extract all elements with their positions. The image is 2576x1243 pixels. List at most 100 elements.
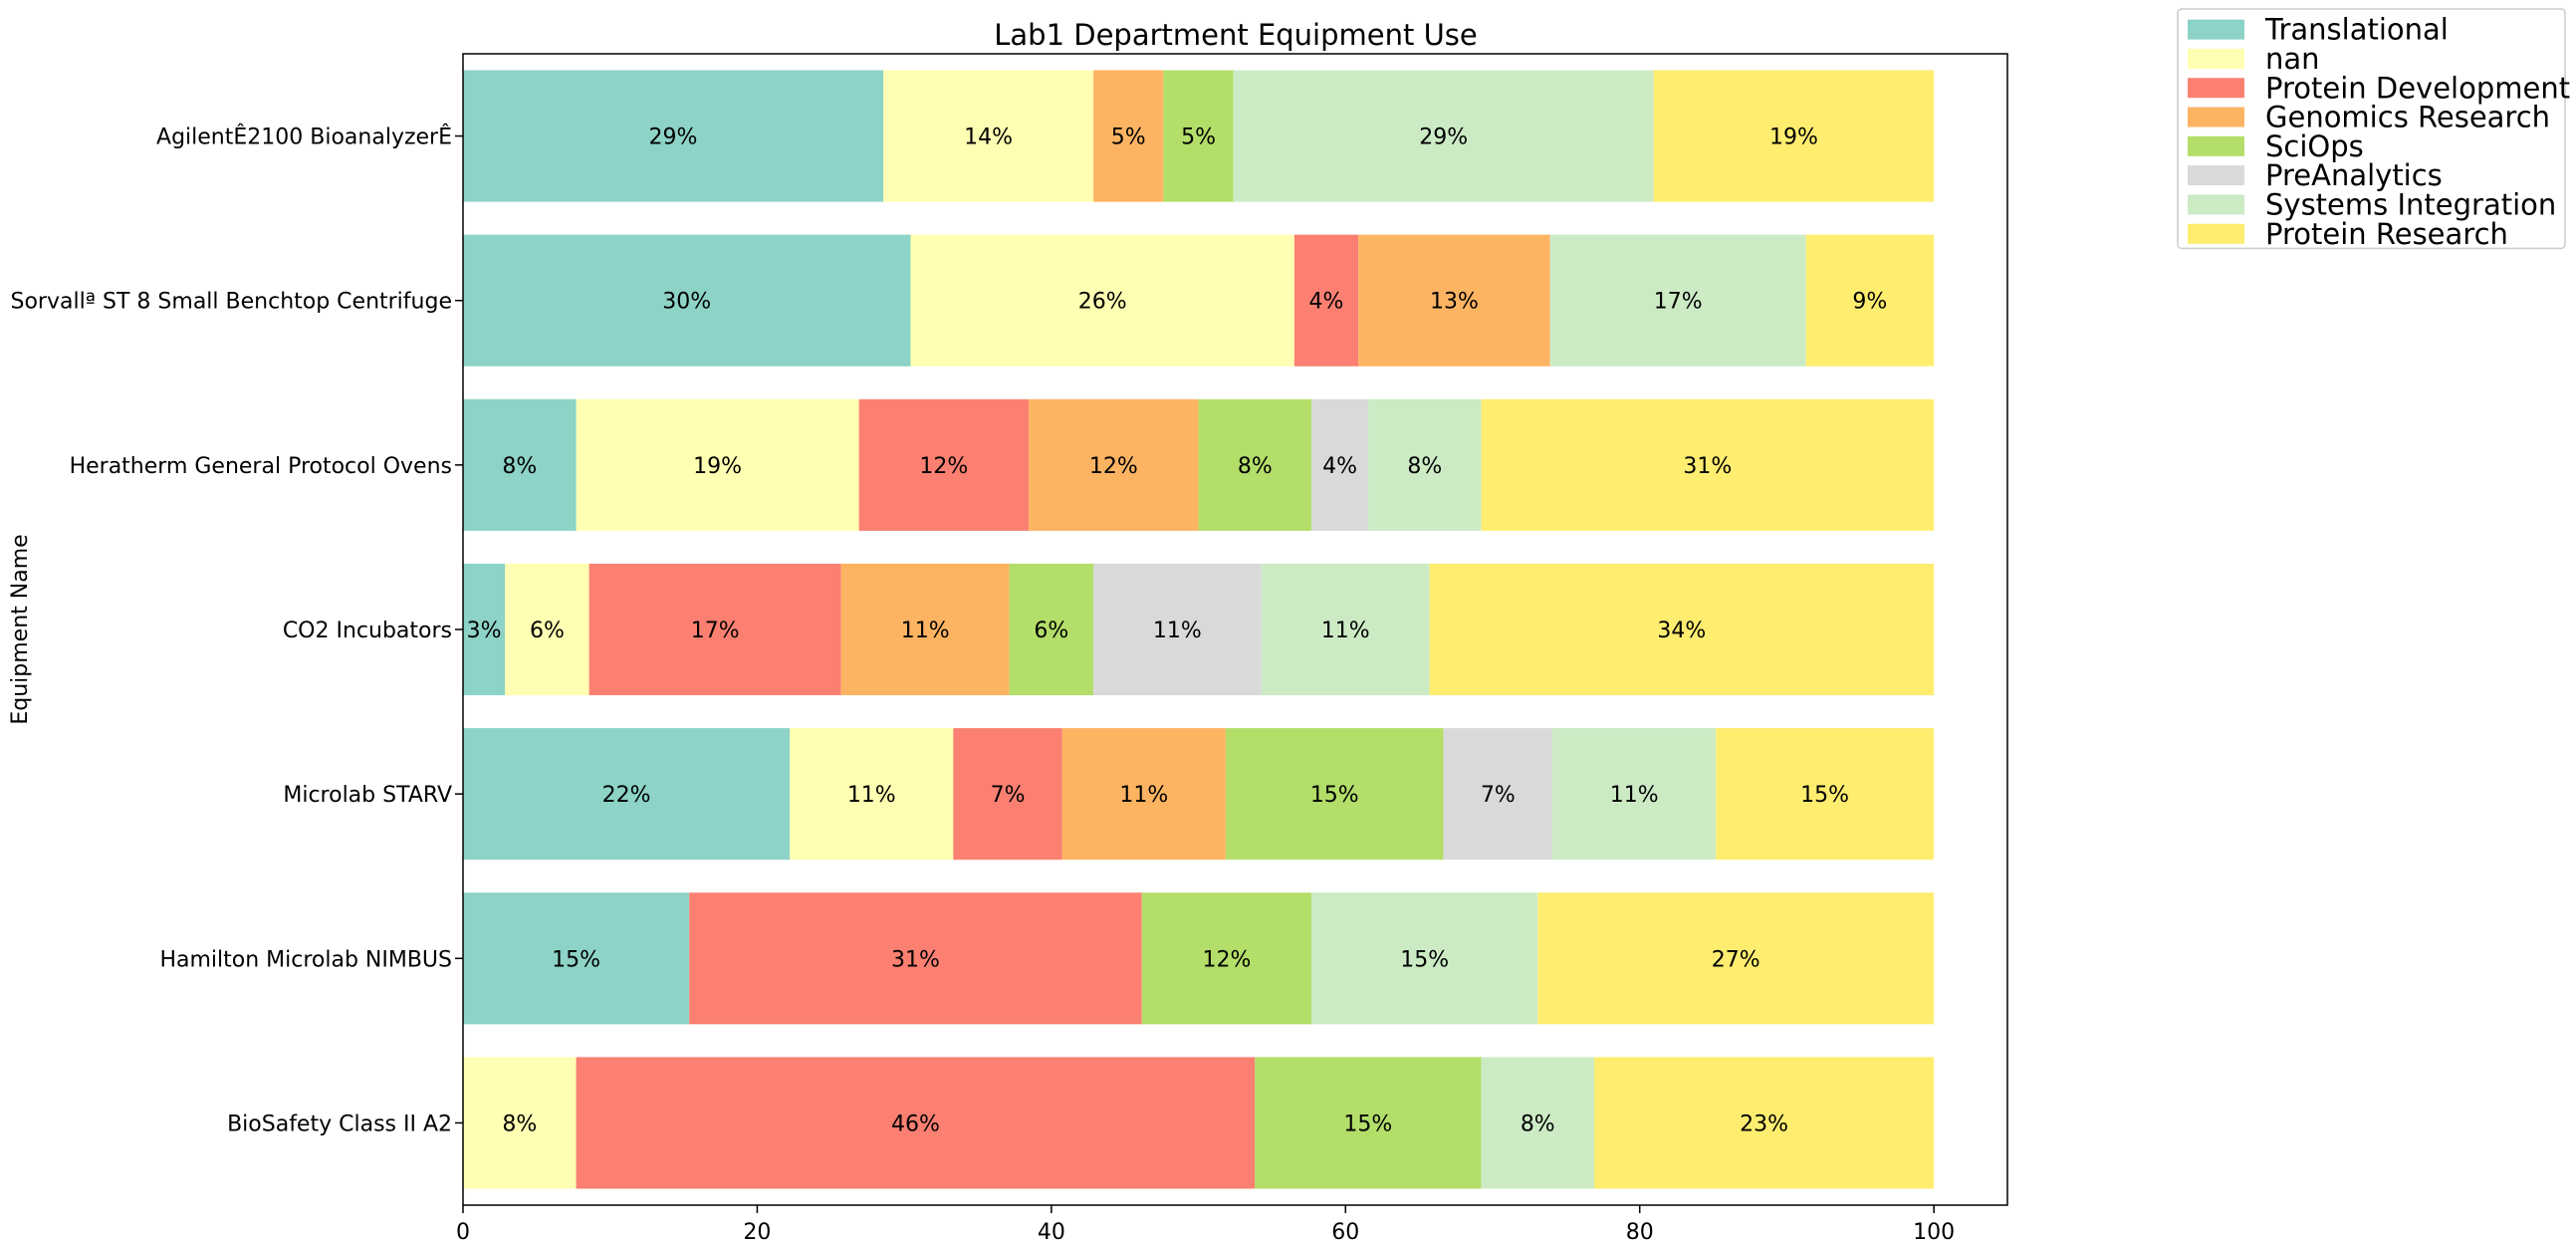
legend-entry-label: PreAnalytics [2265, 158, 2443, 192]
bar-segment [1141, 892, 1312, 1025]
bar-segment [1061, 728, 1226, 861]
bar-segment [463, 563, 506, 696]
data-label: 29% [649, 125, 698, 150]
data-label: 17% [691, 619, 740, 643]
axes-layer: 0 20 40 60 80 100 AgilentÊ2100 BioanalyzerÊ Sor… [10, 53, 2008, 1243]
legend-entry-label: Protein Research [2265, 217, 2508, 251]
data-label: 22% [602, 783, 651, 808]
data-label: 17% [1654, 290, 1703, 315]
bar-segment [1358, 234, 1550, 367]
data-label: 4% [1322, 454, 1357, 479]
data-label: 3% [467, 619, 502, 643]
data-label: 8% [1238, 454, 1273, 479]
bar-segment [1805, 234, 1935, 367]
bar-segment [576, 398, 859, 531]
x-tick-label: 20 [743, 1220, 771, 1243]
bar-segment [463, 892, 690, 1025]
data-label: 6% [1034, 619, 1068, 643]
data-label: 8% [502, 1112, 537, 1136]
y-axis-label: Equipment Name [8, 534, 33, 724]
legend-swatch [2188, 107, 2244, 127]
bar-segment [1481, 398, 1935, 531]
x-tick-label: 80 [1626, 1220, 1654, 1243]
data-label: 31% [891, 947, 940, 972]
data-label: 7% [991, 783, 1026, 808]
data-label: 15% [1310, 783, 1359, 808]
legend-box [2177, 8, 2566, 250]
bar-segment [1293, 234, 1359, 367]
data-label: 14% [964, 125, 1013, 150]
legend-entry-label: Translational [2264, 13, 2449, 47]
data-label: 5% [1181, 125, 1216, 150]
data-label: 11% [1119, 783, 1168, 808]
bar-segment [1594, 1057, 1934, 1189]
data-label: 34% [1657, 619, 1706, 643]
bar-segment [1549, 234, 1806, 367]
bar-segment [1255, 1057, 1482, 1189]
bar-segment [840, 563, 1010, 696]
data-label: 15% [1400, 947, 1449, 972]
y-tick-label: Heratherm General Protocol Ovens [70, 454, 452, 479]
bar-segment [1311, 398, 1369, 531]
data-label: 19% [693, 454, 742, 479]
y-tick-label: Microlab STARV [283, 783, 452, 808]
data-label: 7% [1481, 783, 1516, 808]
bar-segment [1009, 563, 1093, 696]
bar-segment [463, 234, 911, 367]
bar-segment [1716, 728, 1934, 861]
bar-segment [463, 1057, 577, 1189]
bar-segment [1552, 728, 1717, 861]
data-label: 4% [1309, 290, 1344, 315]
data-label: 46% [891, 1112, 940, 1136]
bars-layer [463, 70, 1935, 1189]
data-label: 19% [1769, 125, 1818, 150]
y-tick-label: AgilentÊ2100 BioanalyzerÊ [156, 124, 452, 150]
data-label: 11% [1321, 619, 1370, 643]
data-label: 27% [1712, 947, 1760, 972]
bar-segment [953, 728, 1062, 861]
data-label: 11% [1153, 619, 1202, 643]
legend-swatch [2188, 135, 2244, 156]
bar-segment [1163, 70, 1234, 202]
bar-segment [790, 728, 954, 861]
data-label: 15% [1800, 783, 1849, 808]
legend-swatch [2188, 48, 2244, 69]
y-tick-label: BioSafety Class II A2 [227, 1112, 452, 1136]
bar-segment [1233, 70, 1654, 202]
bar-segment [1261, 563, 1430, 696]
bar-segment [505, 563, 589, 696]
data-label: 8% [1521, 1112, 1555, 1136]
x-tick-label: 60 [1331, 1220, 1359, 1243]
data-label: 8% [502, 454, 537, 479]
bar-segment [1537, 892, 1934, 1025]
data-label: 11% [901, 619, 950, 643]
chart-title: Lab1 Department Equipment Use [994, 18, 1478, 52]
bar-segment [1429, 563, 1935, 696]
data-label: 11% [847, 783, 896, 808]
bar-segment [1029, 398, 1199, 531]
data-label: 12% [919, 454, 968, 479]
legend-swatch [2188, 165, 2244, 186]
data-label: 13% [1430, 290, 1479, 315]
bar-segment [1093, 70, 1164, 202]
data-label: 12% [1202, 947, 1251, 972]
data-label: 11% [1610, 783, 1659, 808]
x-tick-label: 100 [1913, 1220, 1955, 1243]
legend-swatch [2188, 19, 2244, 40]
legend-swatch [2188, 78, 2244, 99]
data-label: 15% [552, 947, 600, 972]
data-label: 6% [530, 619, 565, 643]
legend-entry-label: Protein Development [2265, 71, 2570, 105]
y-tick-label: CO2 Incubators [283, 619, 452, 643]
bar-segment [1481, 1057, 1595, 1189]
x-tick-label: 40 [1038, 1220, 1065, 1243]
legend-entry-label: nan [2265, 42, 2320, 76]
data-labels-layer: 29% 14% 5% 5% 29% 19% 30% 26% 4% 13% 17% 9% 8% 19% 12%… [467, 125, 1888, 1137]
bar-segment [1653, 70, 1935, 202]
data-label: 15% [1343, 1112, 1392, 1136]
bar-segment [1443, 728, 1553, 861]
data-label: 5% [1111, 125, 1146, 150]
